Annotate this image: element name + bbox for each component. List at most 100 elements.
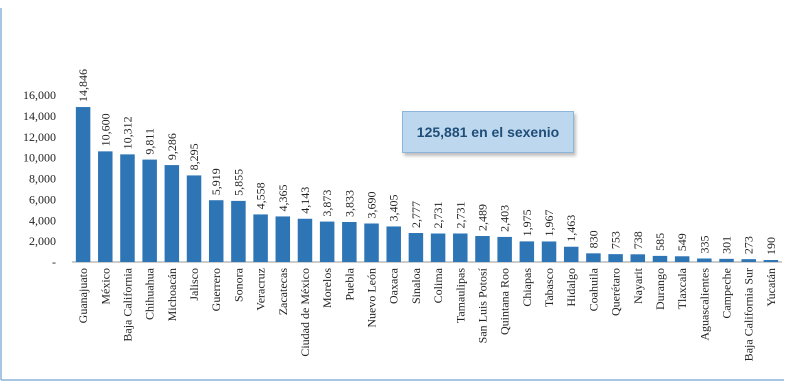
category-label: Oaxaca xyxy=(387,267,401,304)
value-label: 2,777 xyxy=(409,201,423,228)
category-label: Chiapas xyxy=(520,268,534,307)
value-label: 301 xyxy=(720,236,734,254)
bar xyxy=(763,260,779,262)
bar xyxy=(231,200,246,262)
bar xyxy=(342,221,357,262)
value-label: 8,295 xyxy=(187,143,201,170)
value-label: 2,403 xyxy=(498,205,512,232)
category-label: Quintana Roo xyxy=(498,268,512,335)
value-label: 830 xyxy=(586,230,600,248)
bar xyxy=(408,233,424,262)
value-label: 2,489 xyxy=(475,204,489,231)
bar xyxy=(186,175,202,262)
bar xyxy=(497,236,512,262)
category-label: Zacatecas xyxy=(276,268,290,316)
category-label: Ciudad de México xyxy=(298,268,312,357)
value-label: 4,558 xyxy=(254,182,268,209)
bar xyxy=(541,241,557,262)
bar xyxy=(608,254,623,262)
category-label: Aguascalientes xyxy=(697,268,711,341)
category-label: Querétaro xyxy=(609,268,623,316)
bar xyxy=(630,254,646,262)
value-label: 9,811 xyxy=(143,128,157,155)
bar xyxy=(142,159,157,262)
value-label: 549 xyxy=(675,233,689,251)
bar xyxy=(164,165,180,262)
value-label: 3,833 xyxy=(342,190,356,217)
y-tick-label: 8,000 xyxy=(29,172,56,186)
total-annotation: 125,881 en el sexenio xyxy=(402,111,574,153)
category-label: Hidalgo xyxy=(564,268,578,307)
y-tick-label: 2,000 xyxy=(29,234,56,248)
category-label: Tlaxcala xyxy=(675,267,689,309)
category-label: Michoacán xyxy=(165,268,179,321)
category-label: Baja California xyxy=(120,267,134,341)
bar xyxy=(652,255,668,262)
value-label: 10,600 xyxy=(98,113,112,146)
bar xyxy=(586,253,601,262)
value-label: 3,690 xyxy=(365,191,379,218)
bar xyxy=(253,214,268,262)
category-label: Chihuahua xyxy=(143,267,157,320)
y-tick-label: 14,000 xyxy=(23,109,56,123)
category-label: Nayarit xyxy=(631,267,645,304)
value-label: 2,731 xyxy=(431,201,445,228)
bar xyxy=(475,236,490,262)
bar xyxy=(430,233,446,262)
value-label: 3,405 xyxy=(387,194,401,221)
category-label: San Luis Potosí xyxy=(475,267,489,343)
value-label: 273 xyxy=(742,236,756,254)
category-label: Sinaloa xyxy=(409,267,423,304)
bar xyxy=(519,241,535,262)
value-label: 1,967 xyxy=(542,209,556,236)
value-label: 190 xyxy=(764,237,778,255)
bar xyxy=(563,246,579,262)
category-label: Guanajuato xyxy=(76,268,90,323)
value-label: 2,731 xyxy=(453,201,467,228)
value-label: 1,975 xyxy=(520,209,534,236)
category-label: Nuevo León xyxy=(365,268,379,328)
value-label: 585 xyxy=(653,233,667,251)
category-label: Baja California Sur xyxy=(742,268,756,361)
category-label: Campeche xyxy=(720,268,734,319)
bar xyxy=(674,256,690,262)
y-tick-label: 16,000 xyxy=(23,88,56,102)
category-label: Durango xyxy=(653,268,667,310)
value-label: 738 xyxy=(631,231,645,249)
y-tick-label: 10,000 xyxy=(23,151,56,165)
value-label: 4,143 xyxy=(298,187,312,214)
category-label: Guerrero xyxy=(209,268,223,311)
value-label: 753 xyxy=(609,231,623,249)
bar xyxy=(386,226,401,262)
category-label: Coahuila xyxy=(586,267,600,311)
bar xyxy=(98,151,113,262)
value-label: 5,919 xyxy=(209,168,223,195)
category-label: Veracruz xyxy=(254,268,268,311)
category-label: Tamaulipas xyxy=(453,268,467,323)
bar xyxy=(297,218,313,262)
value-label: 10,312 xyxy=(120,116,134,149)
bar xyxy=(75,107,91,262)
value-label: 335 xyxy=(697,236,711,254)
bar xyxy=(741,259,756,262)
value-label: 9,286 xyxy=(165,133,179,160)
y-tick-label: 12,000 xyxy=(23,130,56,144)
y-tick-label: - xyxy=(52,255,56,269)
category-label: México xyxy=(98,268,112,305)
bar xyxy=(120,154,135,262)
y-tick-label: 6,000 xyxy=(29,192,56,206)
bar xyxy=(719,258,734,262)
bar xyxy=(697,258,712,262)
category-label: Sonora xyxy=(231,267,245,302)
category-label: Colima xyxy=(431,267,445,303)
value-label: 4,365 xyxy=(276,184,290,211)
category-label: Morelos xyxy=(320,268,334,308)
category-label: Tabasco xyxy=(542,268,556,307)
bar xyxy=(208,200,224,262)
value-label: 3,873 xyxy=(320,190,334,217)
category-label: Yucatán xyxy=(764,268,778,307)
value-label: 1,463 xyxy=(564,215,578,242)
value-label: 5,855 xyxy=(231,169,245,196)
